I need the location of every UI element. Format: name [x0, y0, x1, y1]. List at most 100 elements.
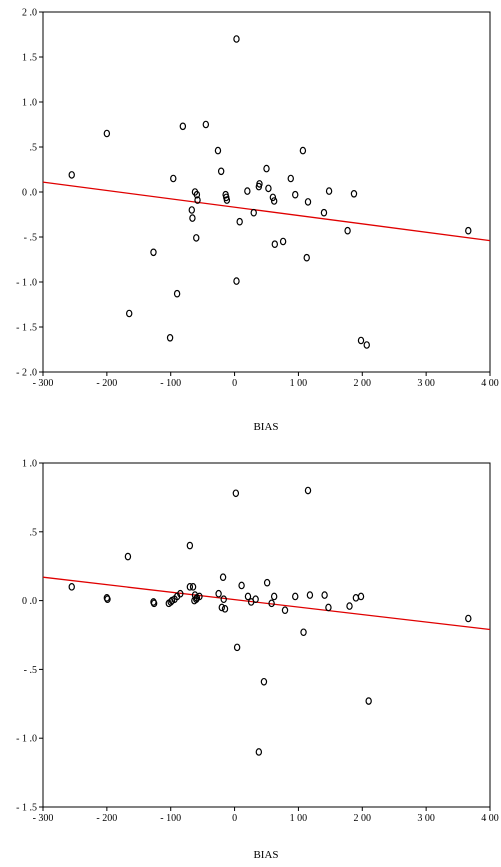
chart-2-data-point [219, 573, 227, 582]
chart-2-data-point [268, 599, 275, 608]
chart-2-data-point [321, 591, 328, 599]
chart-1-data-point [263, 164, 270, 173]
chart-1-data-point [236, 217, 243, 226]
chart-1-data-point [325, 187, 333, 195]
chart-1-data-point [363, 341, 370, 349]
chart-2-data-point [186, 583, 194, 591]
chart-2-y-tick-label: - 1 .0 [16, 734, 37, 745]
chart-1-data-point [68, 171, 75, 179]
chart-1-y-tick-label: 2 .0 [22, 8, 37, 19]
chart-2-x-tick-label: - 100 [160, 813, 181, 824]
chart-2-x-tick-label: 0 [232, 813, 237, 824]
chart-1-data-point [299, 146, 307, 155]
chart-1-data-point [103, 129, 111, 138]
chart-1-y-tick-label: 1 .0 [22, 98, 37, 109]
chart-1-plot-frame [42, 11, 491, 373]
chart-2-y-tick-label: .5 [30, 527, 38, 538]
chart-1-x-tick-label: - 300 [33, 378, 54, 389]
chart-2-x-tick-label: - 200 [96, 813, 117, 824]
chart-1-data-point [223, 196, 231, 204]
chart-1-data-point [173, 289, 181, 298]
chart-2-y-tick-label: 1 .0 [22, 459, 37, 470]
chart-1-data-point [265, 184, 272, 193]
chart-1-data-point [271, 240, 279, 249]
chart-1-y-tick-label: - 2 .0 [16, 368, 37, 379]
chart-2-data-point [304, 486, 312, 495]
chart-1-x-tick-label: - 100 [160, 378, 181, 389]
chart-2-data-point [263, 578, 271, 587]
chart-1: - 300 - 200 - 100 0 1 00 2 00 3 00 4 00 2 .0 1 .5… [16, 8, 499, 434]
chart-2-data-point [215, 589, 222, 598]
chart-2-data-point [365, 697, 372, 705]
chart-1-points [68, 35, 472, 349]
chart-1-data-point [256, 180, 263, 188]
chart-1-data-point [233, 277, 240, 285]
chart-2-data-point [255, 748, 263, 756]
chart-2-x-tick-label: 1 00 [290, 813, 308, 824]
chart-1-x-tick-label: 4 00 [481, 378, 499, 389]
chart-1-data-point [233, 35, 240, 43]
chart-2-y-tick-label: - .5 [24, 665, 37, 676]
chart-2-data-point [177, 589, 184, 598]
chart-1-y-tick-label: - 1 .0 [16, 278, 37, 289]
chart-1-data-point [214, 146, 222, 155]
chart-1-data-point [217, 167, 225, 176]
chart-1-data-point [126, 309, 133, 318]
chart-1-x-tick-label: 2 00 [354, 378, 372, 389]
chart-2-data-point [186, 541, 194, 550]
chart-1-data-point [320, 208, 328, 217]
chart-2-data-point [352, 594, 360, 602]
chart-2-data-point [189, 583, 197, 591]
chart-2-data-point [357, 592, 365, 601]
chart-2-data-point [260, 677, 268, 686]
chart-2-x-tick-label: 4 00 [481, 813, 499, 824]
chart-1-data-point [344, 226, 351, 235]
chart-2-data-point [104, 595, 111, 604]
chart-1-data-point [189, 214, 196, 222]
chart-1-data-point [250, 208, 257, 217]
chart-2-data-point [252, 595, 259, 604]
chart-2-data-point [68, 583, 75, 591]
chart-2-x-tick-label: - 300 [33, 813, 54, 824]
chart-1-x-axis-label: BIAS [253, 421, 278, 433]
chart-1-data-point [188, 206, 195, 214]
chart-1-data-point [170, 174, 177, 183]
chart-1-data-point [244, 187, 251, 195]
chart-2-fit-line [42, 576, 491, 631]
chart-2-x-tick-label: 2 00 [354, 813, 372, 824]
chart-2-plot-frame [42, 462, 491, 808]
chart-2-x-tick-label: 3 00 [417, 813, 435, 824]
chart-2-data-point [325, 603, 332, 612]
chart-2-data-point [233, 643, 241, 652]
chart-2-ticks: - 300 - 200 - 100 0 1 00 2 00 3 00 4 00 1 .0 .5 0 … [16, 459, 499, 825]
chart-2-data-point [196, 592, 203, 601]
chart-2-data-point [218, 603, 225, 612]
chart-2-data-point [244, 592, 252, 601]
chart-1-x-tick-label: 3 00 [417, 378, 435, 389]
chart-1-data-point [304, 198, 312, 206]
chart-1-data-point [179, 122, 187, 131]
chart-1-x-tick-label: - 200 [96, 378, 117, 389]
chart-1-data-point [350, 190, 358, 198]
chart-1-y-tick-label: 0 .0 [22, 188, 37, 199]
chart-1-data-point [269, 193, 277, 202]
chart-1-data-point [287, 174, 294, 183]
chart-1-y-tick-label: - .5 [24, 233, 37, 244]
chart-1-data-point [150, 248, 157, 257]
chart-1-data-point [166, 333, 174, 342]
chart-2-y-tick-label: - 1 .5 [16, 803, 37, 814]
chart-2-data-point [300, 628, 307, 637]
chart-2-x-axis-label: BIAS [253, 849, 278, 861]
chart-1-y-tick-label: - 1 .5 [16, 323, 37, 334]
chart-2-points [68, 486, 472, 756]
chart-1-data-point [193, 190, 201, 199]
chart-1-data-point [270, 197, 278, 205]
chart-2-data-point [270, 592, 278, 601]
chart-1-y-tick-label: 1 .5 [22, 53, 37, 64]
chart-2-data-point [232, 489, 240, 498]
chart-1-fit-line [42, 181, 491, 242]
chart-2-data-point [221, 605, 229, 613]
chart-1-data-point [357, 336, 365, 345]
chart-2-data-point [124, 552, 132, 561]
chart-2: - 300 - 200 - 100 0 1 00 2 00 3 00 4 00 1 .0 .5 0 … [16, 459, 499, 862]
